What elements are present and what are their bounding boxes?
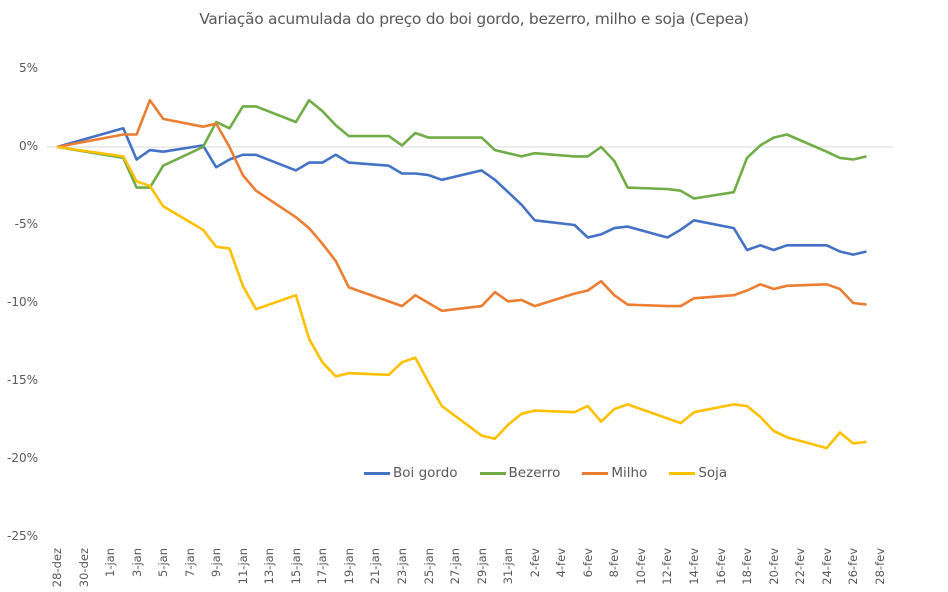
legend-item-soja: Soja [669,465,727,481]
legend-label: Boi gordo [393,465,458,481]
series-line-milho [56,98,867,313]
y-tick-label: 5% [18,61,38,75]
legend-swatch-icon [582,471,609,475]
y-tick-label: -5% [14,217,38,231]
series-line-boi-gordo [56,127,867,256]
legend-item-bezerro: Bezerro [479,465,561,481]
legend-swatch-icon [669,471,696,475]
y-tick-label: -25% [6,529,38,543]
legend-item-milho: Milho [582,465,647,481]
legend: Boi gordo Bezerro Milho Soja [364,465,727,481]
series-line-soja [56,145,867,450]
y-tick-label: -10% [6,295,38,309]
legend-swatch-icon [479,471,506,475]
legend-label: Soja [698,465,728,481]
y-tick-label: -20% [6,451,38,465]
legend-label: Milho [611,465,648,481]
y-tick-label: -15% [6,373,38,387]
y-tick-label: 0% [18,139,38,153]
series-line-bezerro [56,98,867,200]
chart-title: Variação acumulada do preço do boi gordo… [199,10,749,28]
legend-item-boi-gordo: Boi gordo [364,465,458,481]
legend-swatch-icon [364,471,390,475]
legend-label: Bezerro [508,465,561,481]
